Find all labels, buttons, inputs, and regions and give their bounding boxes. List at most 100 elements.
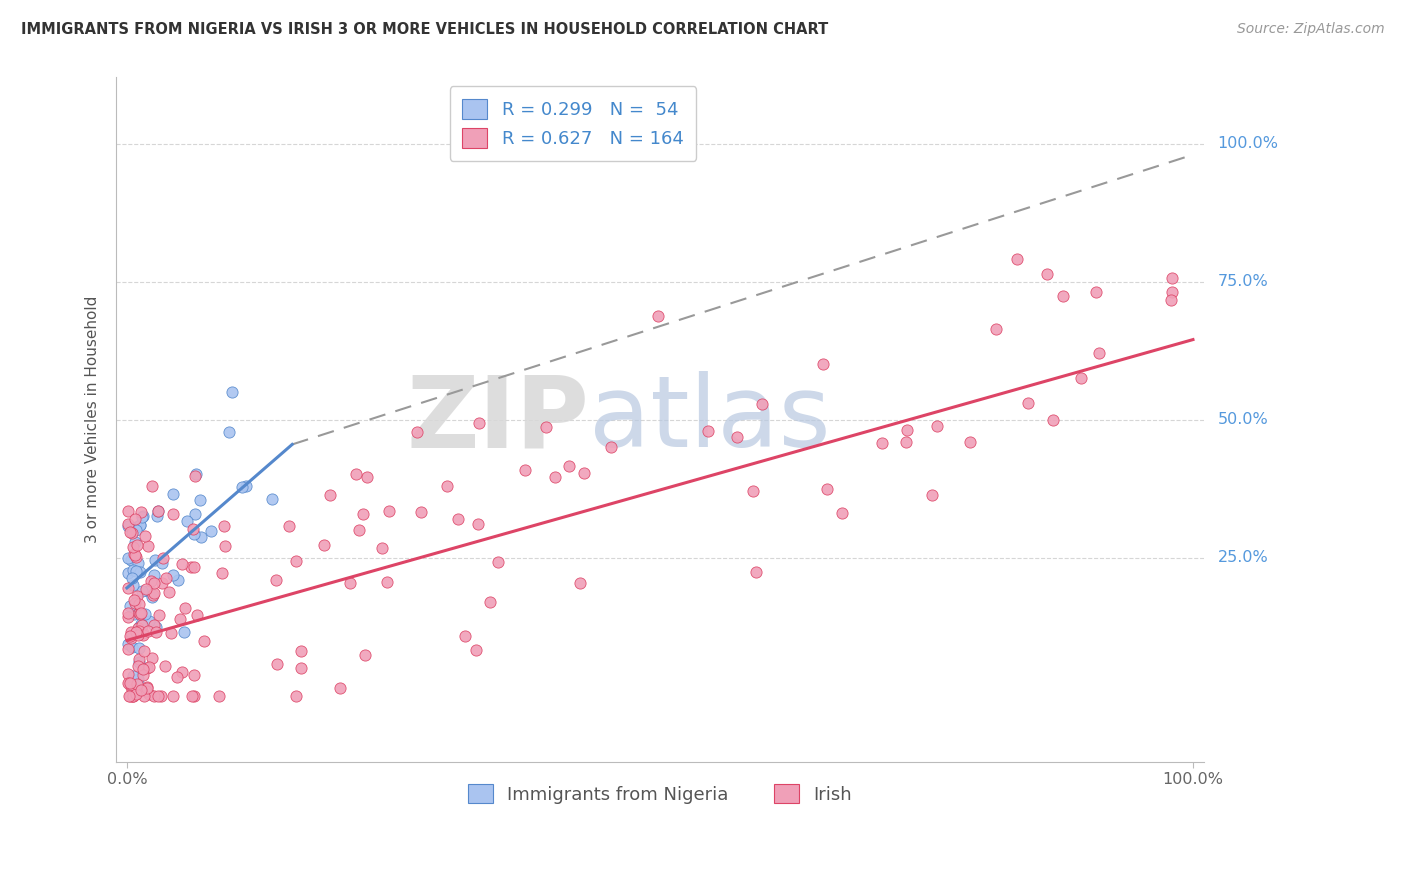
Point (183, 522, 205, 536)
Point (436, 478, 458, 492)
Point (409, 505, 432, 519)
Point (122, 563, 145, 577)
Text: atlas: atlas (589, 371, 831, 468)
Point (447, 512, 470, 526)
Point (235, 479, 257, 493)
Point (127, 621, 149, 635)
Point (141, 574, 163, 588)
Point (260, 492, 283, 507)
Point (118, 524, 141, 539)
Point (148, 607, 170, 622)
Point (513, 463, 536, 477)
Point (136, 681, 159, 696)
Point (347, 523, 370, 537)
Point (127, 659, 149, 673)
Point (211, 566, 233, 580)
Point (468, 417, 491, 431)
Point (125, 538, 148, 552)
Point (124, 523, 146, 537)
Point (117, 610, 139, 624)
Point (142, 588, 165, 602)
Legend: Immigrants from Nigeria, Irish: Immigrants from Nigeria, Irish (457, 772, 863, 814)
Point (176, 514, 198, 528)
Point (356, 470, 378, 484)
Point (569, 576, 592, 591)
Point (329, 681, 352, 696)
Point (145, 508, 167, 523)
Y-axis label: 3 or more Vehicles in Household: 3 or more Vehicles in Household (86, 296, 100, 543)
Point (1070, 371, 1092, 385)
Point (486, 555, 509, 569)
Point (117, 637, 139, 651)
Point (1017, 395, 1039, 409)
Point (121, 640, 143, 654)
Point (138, 614, 160, 628)
Point (1087, 345, 1109, 359)
Point (117, 551, 139, 566)
Point (214, 539, 236, 553)
Point (896, 435, 918, 450)
Point (122, 578, 145, 592)
Point (173, 625, 195, 640)
Point (478, 595, 501, 609)
Point (339, 576, 361, 591)
Point (148, 504, 170, 518)
Point (1036, 267, 1059, 281)
Point (128, 641, 150, 656)
Point (167, 574, 190, 588)
Point (184, 508, 207, 522)
Point (815, 482, 838, 496)
Point (131, 618, 153, 632)
Point (155, 571, 177, 585)
Point (125, 520, 148, 534)
Point (183, 667, 205, 681)
Point (1042, 413, 1064, 427)
Point (122, 681, 145, 696)
Text: IMMIGRANTS FROM NIGERIA VS IRISH 3 OR MORE VEHICLES IN HOUSEHOLD CORRELATION CHA: IMMIGRANTS FROM NIGERIA VS IRISH 3 OR MO… (21, 22, 828, 37)
Point (152, 550, 174, 565)
Point (120, 631, 142, 645)
Point (135, 684, 157, 698)
Point (290, 661, 312, 675)
Point (174, 601, 197, 615)
Point (159, 626, 181, 640)
Point (124, 511, 146, 525)
Point (122, 689, 145, 703)
Point (218, 425, 240, 440)
Point (921, 488, 943, 502)
Point (120, 625, 142, 640)
Point (117, 566, 139, 580)
Point (558, 459, 581, 474)
Point (124, 548, 146, 562)
Point (125, 676, 148, 690)
Text: 75.0%: 75.0% (1218, 274, 1268, 289)
Text: Source: ZipAtlas.com: Source: ZipAtlas.com (1237, 22, 1385, 37)
Point (142, 568, 165, 582)
Point (141, 651, 163, 665)
Point (162, 487, 184, 501)
Point (127, 628, 149, 642)
Point (125, 589, 148, 603)
Point (290, 643, 312, 657)
Point (127, 557, 149, 571)
Point (117, 504, 139, 518)
Point (143, 617, 166, 632)
Point (138, 687, 160, 701)
Point (131, 668, 153, 682)
Point (118, 629, 141, 643)
Point (180, 689, 202, 703)
Point (172, 557, 194, 571)
Point (118, 676, 141, 690)
Point (831, 506, 853, 520)
Point (180, 559, 202, 574)
Point (121, 571, 143, 585)
Point (131, 662, 153, 676)
Point (136, 584, 159, 599)
Point (186, 608, 208, 623)
Point (120, 552, 142, 566)
Point (122, 547, 145, 561)
Point (1161, 285, 1184, 299)
Point (135, 681, 157, 695)
Point (375, 575, 398, 590)
Point (193, 634, 215, 648)
